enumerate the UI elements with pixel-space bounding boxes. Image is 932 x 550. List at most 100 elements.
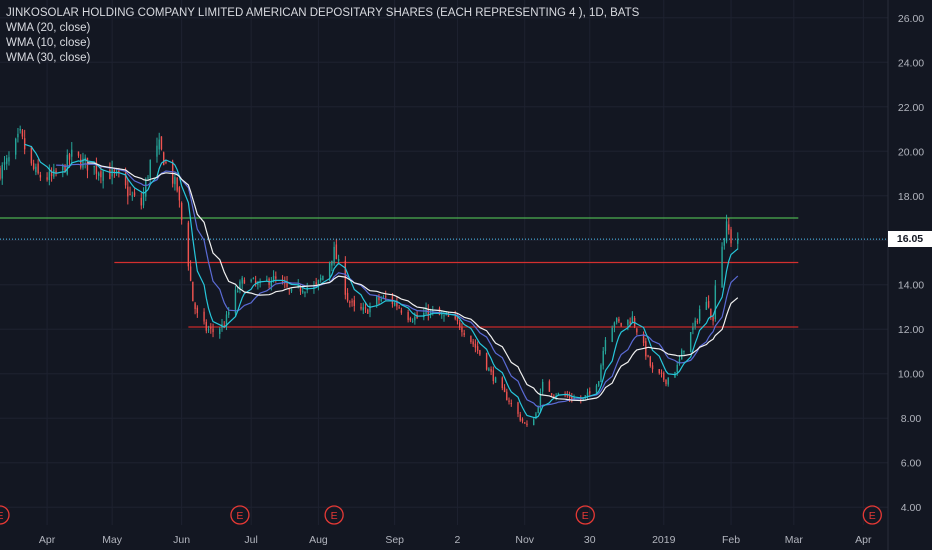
candle-body xyxy=(147,177,149,179)
candle-body xyxy=(642,333,645,343)
candle-body xyxy=(618,319,620,322)
candle-body xyxy=(501,377,504,389)
legend-wma-20[interactable]: WMA (20, close) xyxy=(6,22,91,34)
candle-body xyxy=(663,372,665,380)
candle-body xyxy=(438,308,441,316)
candle-body xyxy=(680,350,683,360)
candle-body xyxy=(400,310,403,313)
candle-body xyxy=(429,310,432,316)
earnings-marker-circle xyxy=(575,505,595,525)
y-tick-label: 10.00 xyxy=(898,369,924,381)
candle-body xyxy=(723,238,726,246)
candle-body xyxy=(689,332,692,353)
price-axis[interactable]: 4.006.008.0010.0012.0014.0016.0018.0020.… xyxy=(898,13,924,514)
candle-body xyxy=(0,168,1,179)
x-tick-label: Mar xyxy=(785,534,804,546)
candle-body xyxy=(297,284,299,287)
x-tick-label: Apr xyxy=(39,534,56,546)
candle-body xyxy=(461,327,463,333)
time-axis[interactable]: Apr May Jun Jul Aug Sep 2 Nov 30 2019 Feb Mar Apr xyxy=(39,534,872,546)
candle-body xyxy=(479,350,481,355)
candle-body xyxy=(568,394,571,399)
candle-body xyxy=(346,292,349,301)
candle-body xyxy=(158,139,160,150)
candle-body xyxy=(550,393,553,395)
candle-body xyxy=(288,288,290,290)
candle-body xyxy=(360,307,362,309)
legend-wma-10[interactable]: WMA (10, close) xyxy=(6,37,91,49)
candle-body xyxy=(331,260,333,266)
candle-body xyxy=(665,379,667,385)
candle-body xyxy=(14,138,17,155)
y-tick-label: 14.00 xyxy=(898,280,924,292)
candle-body xyxy=(432,310,434,312)
candle-body xyxy=(77,151,80,156)
candle-body xyxy=(129,193,131,195)
candle-body xyxy=(658,369,660,374)
earnings-marker-label: E xyxy=(0,510,4,522)
candle-body xyxy=(398,307,400,309)
candle-body xyxy=(458,322,461,328)
candle-body xyxy=(174,177,176,185)
candle-body xyxy=(97,173,100,176)
candle-body xyxy=(353,300,356,306)
candle-body xyxy=(225,314,228,327)
candle-body xyxy=(30,146,33,164)
candle-body xyxy=(192,281,194,302)
candle-body xyxy=(131,195,134,197)
candle-body xyxy=(524,422,526,424)
candle-body xyxy=(71,149,73,157)
candle-body xyxy=(207,329,210,331)
y-tick-label: 20.00 xyxy=(898,146,924,158)
candle-body xyxy=(315,282,317,285)
candle-body xyxy=(714,285,717,320)
candle-body xyxy=(8,157,10,162)
candle-body xyxy=(698,309,701,321)
candle-body xyxy=(692,327,694,330)
candle-body xyxy=(548,381,551,392)
candle-body xyxy=(488,368,490,371)
candle-body xyxy=(118,170,120,173)
candle-body xyxy=(526,423,528,426)
candle-body xyxy=(95,162,98,174)
candle-body xyxy=(302,290,304,293)
y-tick-label: 18.00 xyxy=(898,191,924,203)
candle-body xyxy=(275,276,277,279)
candle-body xyxy=(604,340,607,352)
candle-body xyxy=(541,381,544,392)
candle-body xyxy=(241,277,243,284)
candle-body xyxy=(537,407,539,414)
candle-body xyxy=(149,159,151,178)
candle-body xyxy=(187,222,190,267)
candle-body xyxy=(364,307,367,309)
candle-body xyxy=(250,279,252,282)
earnings-marker-circle xyxy=(862,505,882,525)
candle-body xyxy=(589,391,591,394)
candle-body xyxy=(519,414,521,421)
y-tick-label: 22.00 xyxy=(898,102,924,114)
candle-body xyxy=(115,171,118,173)
candle-body xyxy=(553,395,555,397)
earnings-markers[interactable]: EEEEE xyxy=(0,505,882,525)
candle-body xyxy=(335,244,338,260)
candle-body xyxy=(629,321,631,324)
candle-body xyxy=(696,321,699,323)
candle-body xyxy=(712,316,714,321)
candle-body xyxy=(37,163,39,174)
candle-body xyxy=(506,391,508,401)
candle-body xyxy=(165,161,167,164)
candle-body xyxy=(710,308,712,318)
candle-body xyxy=(127,186,129,197)
candle-body xyxy=(100,171,102,178)
x-tick-label: 2019 xyxy=(652,534,676,546)
candle-body xyxy=(46,177,48,180)
legend-wma-30[interactable]: WMA (30, close) xyxy=(6,52,91,64)
x-tick-label: Jun xyxy=(173,534,190,546)
candle-body xyxy=(50,171,53,176)
candle-body xyxy=(651,365,654,370)
candle-body xyxy=(369,306,371,313)
candle-body xyxy=(705,301,708,310)
x-tick-label: Feb xyxy=(722,534,740,546)
candle-body xyxy=(252,278,255,280)
